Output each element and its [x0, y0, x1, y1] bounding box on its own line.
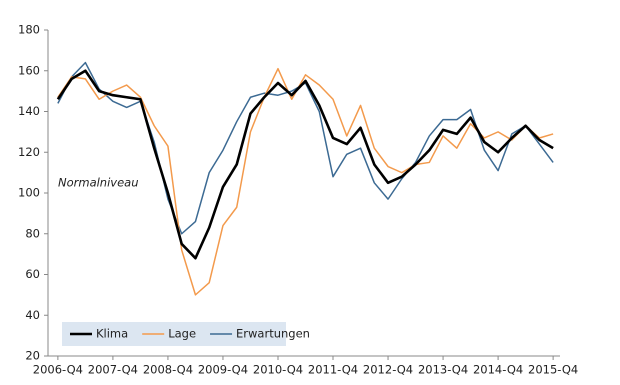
legend-label: Lage [168, 327, 196, 341]
x-tick-label: 2011-Q4 [308, 363, 358, 377]
y-tick-label: 60 [25, 267, 40, 281]
y-tick-label: 160 [18, 63, 40, 77]
x-tick-label: 2009-Q4 [198, 363, 248, 377]
y-tick-label: 100 [18, 186, 40, 200]
legend-label: Klima [96, 327, 128, 341]
annotation: Normalniveau [58, 176, 139, 190]
y-tick-label: 120 [18, 145, 40, 159]
y-tick-label: 20 [25, 349, 40, 363]
x-tick-label: 2007-Q4 [88, 363, 138, 377]
line-series [57, 61, 554, 235]
legend-box [62, 322, 286, 346]
x-tick-label: 2015-Q4 [528, 363, 578, 377]
line-series [57, 67, 554, 296]
legend-label: Erwartungen [236, 327, 310, 341]
x-tick-label: 2014-Q4 [473, 363, 523, 377]
y-tick-label: 80 [25, 226, 40, 240]
y-tick-label: 180 [18, 23, 40, 37]
y-tick-label: 40 [25, 308, 40, 322]
line-series [56, 69, 554, 260]
x-tick-label: 2010-Q4 [253, 363, 303, 377]
y-tick-label: 140 [18, 104, 40, 118]
x-tick-label: 2013-Q4 [418, 363, 468, 377]
x-tick-label: 2008-Q4 [143, 363, 193, 377]
x-tick-label: 2006-Q4 [33, 363, 83, 377]
x-tick-label: 2012-Q4 [363, 363, 413, 377]
